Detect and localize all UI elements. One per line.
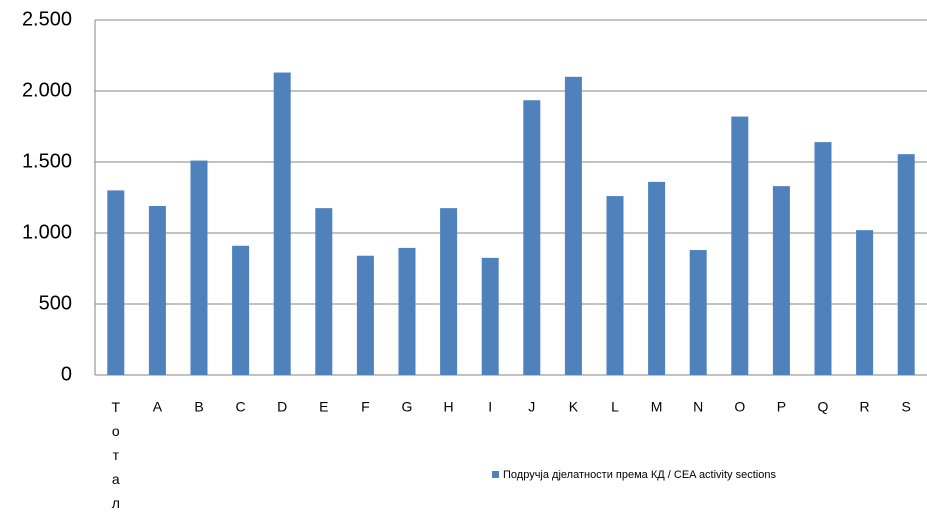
x-tick-label: H — [444, 399, 454, 415]
x-tick-label: F — [361, 399, 370, 415]
y-tick-label: 500 — [39, 292, 72, 314]
bar — [356, 255, 374, 375]
y-tick-label: 2.000 — [22, 79, 72, 101]
x-tick-label: S — [902, 399, 911, 415]
x-tick-label: G — [402, 399, 413, 415]
bar — [564, 76, 582, 376]
x-tick-label: C — [236, 399, 246, 415]
y-tick-label: 0 — [61, 363, 72, 385]
bar — [481, 257, 499, 375]
y-tick-label: 1.500 — [22, 150, 72, 172]
bar — [856, 230, 874, 375]
bar — [731, 116, 749, 375]
y-tick-label: 1.000 — [22, 221, 72, 243]
x-tick-label: E — [319, 399, 328, 415]
bar — [232, 245, 250, 375]
x-tick-label: K — [569, 399, 579, 415]
bar — [897, 154, 915, 375]
bar — [814, 142, 832, 375]
x-tick-label: A — [153, 399, 163, 415]
y-tick-label: 2.500 — [22, 8, 72, 30]
x-tick-label: Q — [818, 399, 829, 415]
legend-label: Подручја дјелатности према КД / CEA acti… — [503, 469, 776, 481]
bar — [273, 72, 291, 375]
bar — [315, 208, 333, 375]
x-tick-label: N — [693, 399, 703, 415]
legend-swatch — [492, 471, 499, 478]
bar — [190, 160, 208, 375]
x-tick-label: O — [734, 399, 745, 415]
x-tick-label: L — [611, 399, 619, 415]
bar — [772, 186, 790, 375]
x-tick-label: M — [651, 399, 663, 415]
bar — [606, 196, 624, 375]
bar — [648, 181, 666, 375]
x-tick-label: J — [528, 399, 535, 415]
bar — [398, 247, 416, 375]
bar — [689, 250, 707, 375]
x-tick-label: D — [277, 399, 287, 415]
x-tick-label: I — [488, 399, 492, 415]
x-tick-label: P — [777, 399, 786, 415]
bar — [148, 206, 166, 375]
x-tick-label: R — [860, 399, 870, 415]
x-tick-label: B — [194, 399, 203, 415]
bar — [440, 208, 458, 375]
bar — [107, 190, 125, 375]
bar — [523, 100, 541, 375]
